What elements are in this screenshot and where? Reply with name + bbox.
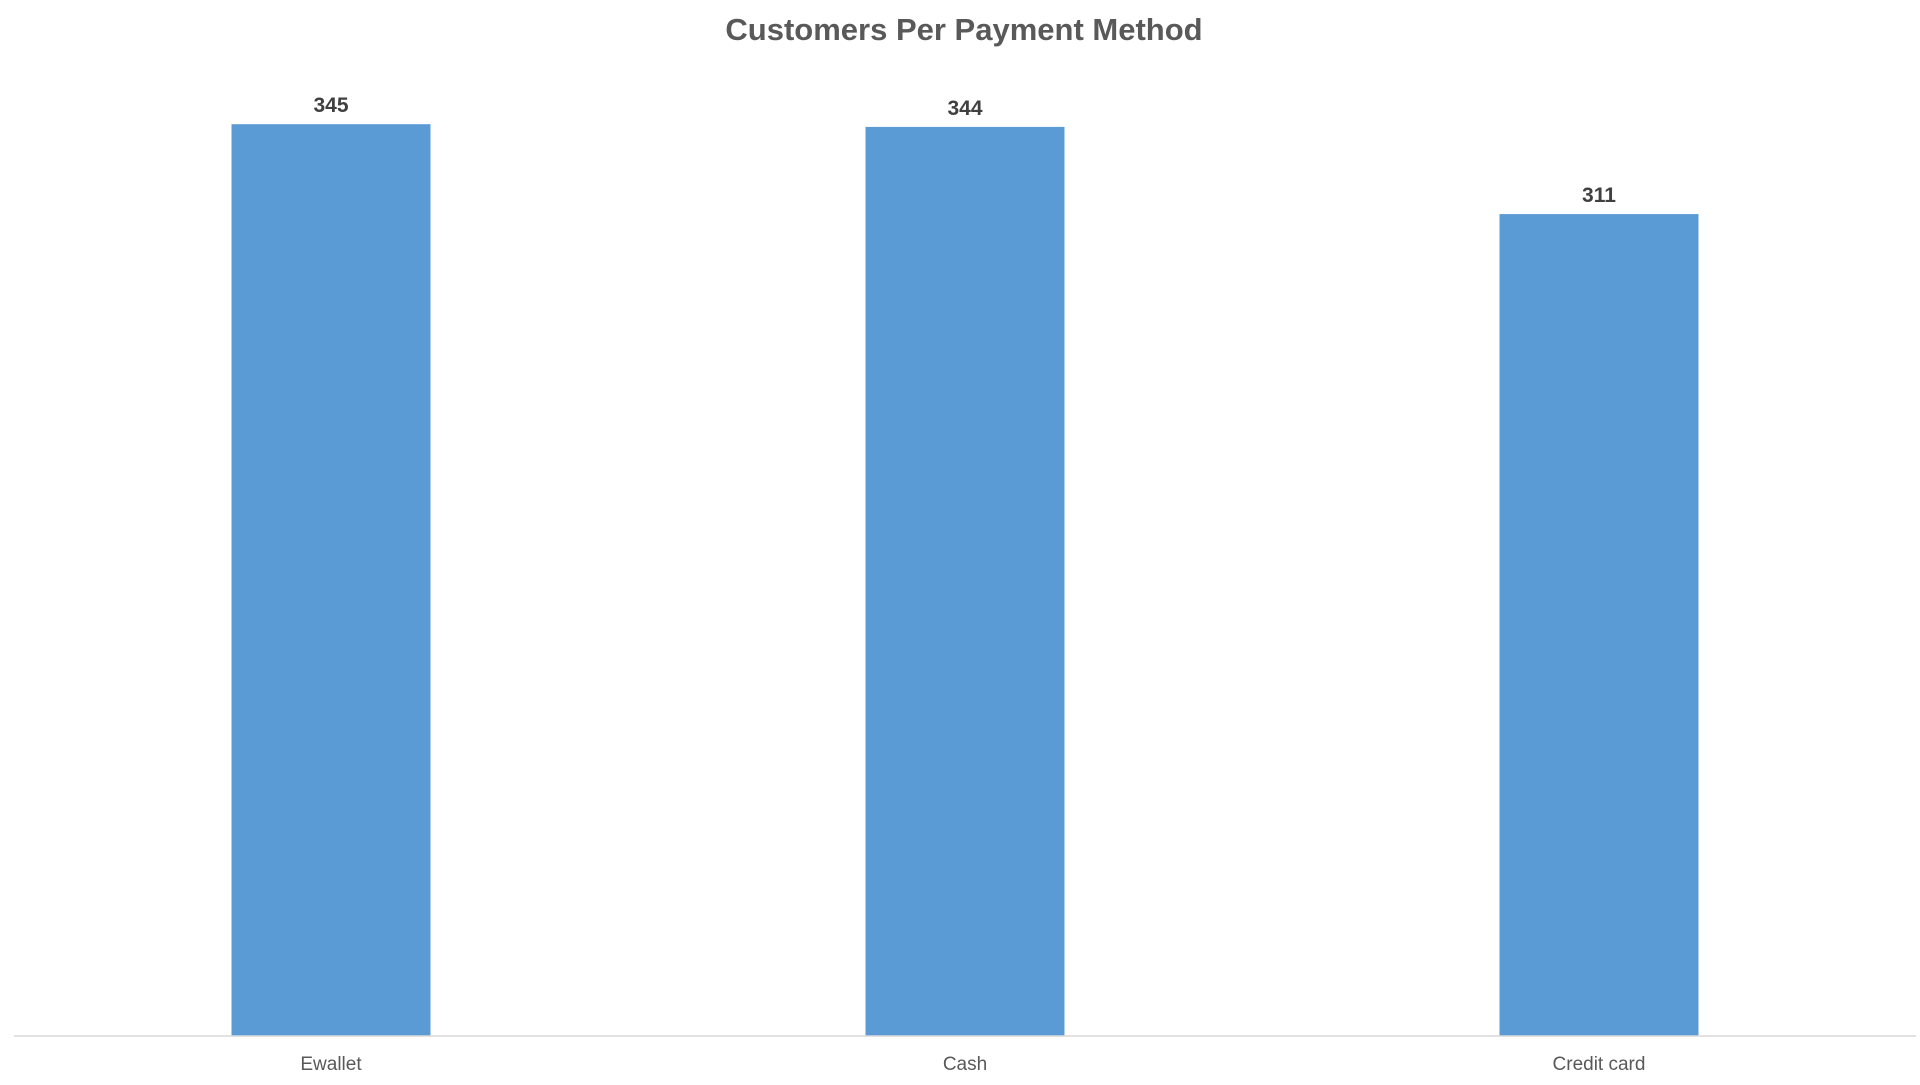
labels-layer: 345 Ewallet 344 Cash 311 Credit card [300, 94, 1645, 1075]
bar-credit-card [1499, 214, 1699, 1037]
data-label: 345 [313, 94, 348, 117]
x-tick-label: Credit card [1553, 1054, 1646, 1075]
chart-title: Customers Per Payment Method [725, 12, 1202, 47]
bars-layer [231, 124, 1699, 1037]
x-tick-label: Ewallet [300, 1054, 362, 1075]
bar-ewallet [231, 124, 431, 1036]
x-tick-label: Cash [943, 1054, 987, 1075]
data-label: 311 [1582, 184, 1616, 207]
bar-cash [865, 126, 1065, 1036]
data-label: 344 [947, 97, 982, 120]
